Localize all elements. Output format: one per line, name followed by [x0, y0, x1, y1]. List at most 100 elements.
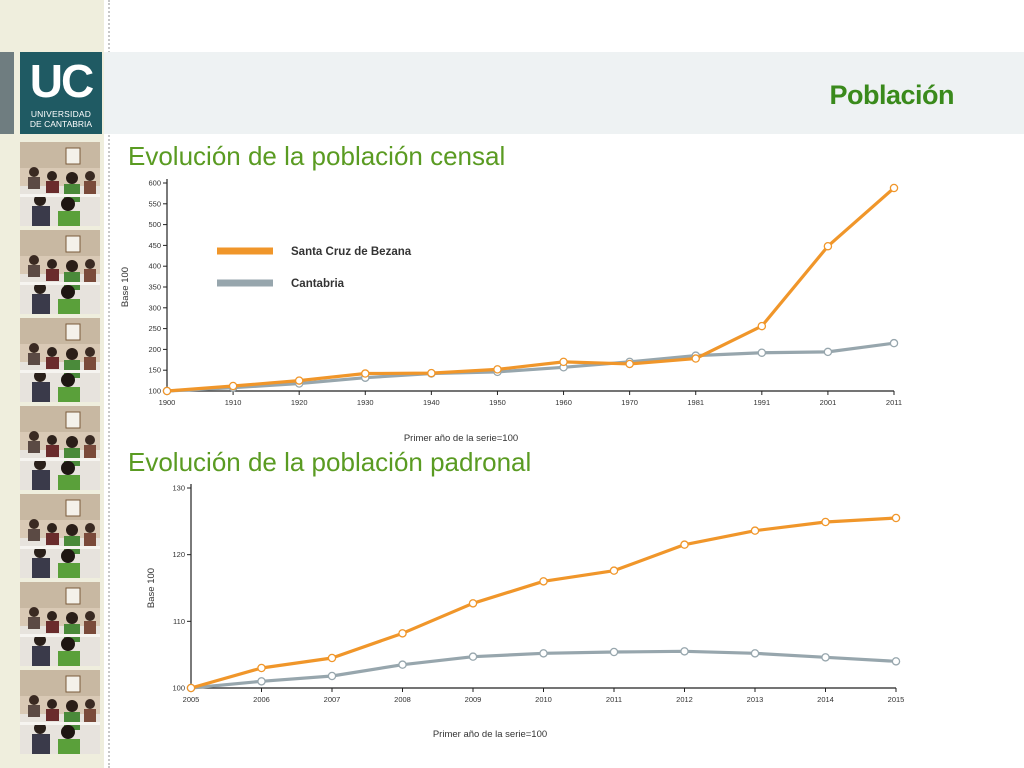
university-logo: UC UNIVERSIDAD DE CANTABRIA: [20, 52, 102, 134]
data-point: [468, 599, 478, 608]
classroom-photo: [20, 494, 100, 578]
data-point: [691, 354, 700, 363]
data-point: [257, 677, 266, 686]
data-point: [228, 381, 238, 391]
logo-line-2: DE CANTABRIA: [29, 119, 93, 129]
y-tick-label: 110: [173, 617, 185, 626]
data-point: [427, 368, 436, 378]
data-point: [757, 348, 767, 357]
section-title-censal: Evolución de la población censal: [128, 141, 506, 171]
x-axis-label: Primer año de la serie=100: [404, 433, 518, 444]
logo-line-1: UNIVERSIDAD: [30, 109, 92, 119]
x-tick-label: 2005: [183, 695, 200, 704]
y-tick-label: 120: [172, 550, 185, 559]
y-tick-label: 300: [148, 303, 161, 312]
x-tick-label: 2001: [820, 398, 837, 407]
x-tick-label: 2011: [606, 695, 622, 704]
data-point: [625, 359, 634, 369]
x-tick-label: 2008: [394, 695, 411, 704]
classroom-photo: [20, 406, 100, 490]
data-point: [294, 376, 304, 385]
data-point: [823, 241, 833, 251]
data-point: [186, 683, 196, 693]
x-tick-label: 2006: [253, 695, 270, 704]
x-tick-label: 1900: [159, 398, 176, 407]
x-tick-label: 2015: [888, 695, 905, 704]
x-tick-label: 2010: [535, 695, 552, 704]
x-tick-label: 1920: [291, 398, 308, 407]
y-tick-label: 350: [148, 283, 161, 292]
x-tick-label: 2009: [465, 695, 482, 704]
data-point: [821, 653, 830, 662]
y-tick-label: 500: [148, 220, 161, 229]
page-title: Población: [829, 80, 954, 110]
data-point: [750, 526, 760, 535]
classroom-photo: [20, 318, 100, 402]
data-point: [398, 629, 407, 638]
x-tick-label: 1950: [489, 398, 506, 407]
y-tick-label: 400: [148, 262, 161, 271]
data-point: [539, 577, 548, 586]
y-tick-label: 150: [148, 366, 161, 375]
x-tick-label: 2011: [886, 398, 902, 407]
dotted-divider: [108, 0, 110, 768]
x-tick-label: 2013: [747, 695, 764, 704]
data-point: [823, 347, 833, 357]
data-point: [889, 338, 899, 348]
data-point: [609, 566, 619, 575]
data-point: [361, 369, 370, 378]
x-tick-label: 1940: [423, 398, 440, 407]
logo-mark: UC: [29, 55, 94, 107]
x-tick-label: 2007: [324, 695, 341, 704]
classroom-photo: [20, 230, 100, 314]
chart-padronal: 100 110 120 130 2005 2006 2007 2008 2009 2010 2011…: [146, 484, 905, 741]
data-point: [327, 653, 337, 663]
data-point: [821, 517, 830, 527]
y-tick-label: 550: [148, 199, 161, 208]
data-point: [162, 386, 172, 396]
x-tick-label: 1960: [555, 398, 572, 407]
x-tick-label: 1981: [687, 398, 704, 407]
y-tick-label: 100: [172, 684, 185, 693]
x-tick-label: 2012: [676, 695, 693, 704]
data-point: [493, 365, 502, 374]
data-point: [750, 649, 760, 658]
y-tick-label: 600: [148, 179, 161, 188]
data-point: [889, 183, 899, 193]
x-tick-label: 1991: [753, 398, 770, 407]
data-point: [609, 647, 619, 657]
section-title-padronal: Evolución de la población padronal: [128, 447, 532, 477]
data-point: [468, 652, 478, 661]
header-band: [104, 52, 1024, 134]
chart-censal: 100 150 200 250 300 350 400 450 500 550 600 1900 191…: [120, 179, 902, 445]
data-point: [680, 540, 689, 549]
data-point: [891, 657, 901, 666]
x-tick-label: 2014: [817, 695, 834, 704]
data-point: [539, 649, 548, 658]
y-axis-label: Base 100: [146, 568, 157, 608]
legend-label: Santa Cruz de Bezana: [291, 246, 412, 258]
legend-label: Cantabria: [291, 278, 345, 290]
y-tick-label: 100: [148, 387, 161, 396]
data-point: [891, 513, 901, 523]
classroom-photo: [20, 582, 100, 666]
y-tick-label: 130: [172, 484, 185, 493]
data-point: [757, 321, 767, 331]
x-tick-label: 1970: [621, 398, 638, 407]
data-point: [559, 357, 568, 367]
series-line: [189, 516, 898, 690]
x-tick-label: 1910: [225, 398, 242, 407]
classroom-photo: [20, 142, 100, 226]
data-point: [398, 660, 407, 669]
logo-side-bar: [0, 52, 14, 134]
series-line: [165, 341, 896, 393]
y-axis-label: Base 100: [120, 267, 131, 307]
x-axis-label: Primer año de la serie=100: [433, 729, 547, 740]
y-tick-label: 250: [148, 324, 161, 333]
data-point: [257, 663, 266, 673]
x-tick-label: 1930: [357, 398, 374, 407]
y-tick-label: 200: [148, 345, 161, 354]
series-line: [165, 186, 896, 393]
y-tick-label: 450: [148, 241, 161, 250]
data-point: [327, 671, 337, 681]
